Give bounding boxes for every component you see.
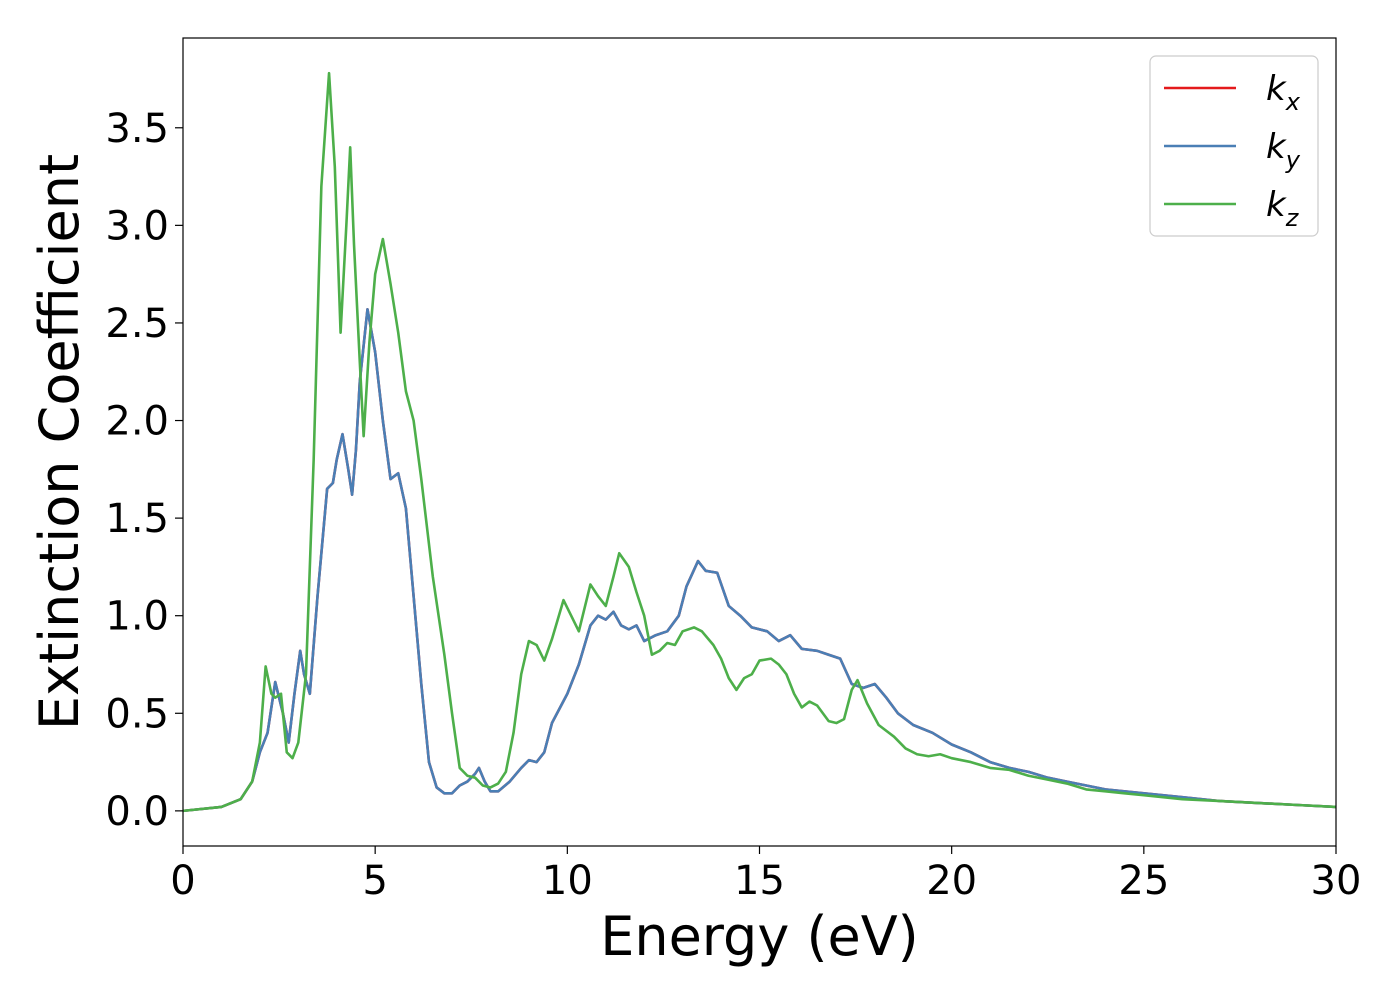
x-tick-label: 0: [170, 858, 195, 904]
y-tick-label: 2.0: [105, 399, 169, 445]
series-line-ky: [183, 307, 1336, 813]
y-axis: 0.0 0.5 1.0 1.5 2.0 2.5 3.0 3.5: [105, 106, 183, 835]
legend-label-kz: kz: [1266, 185, 1300, 232]
x-axis: 0 5 10 15 20 25 30: [170, 846, 1361, 904]
x-axis-label: Energy (eV): [600, 905, 919, 968]
series-line-kz: [183, 71, 1336, 813]
y-tick-label: 1.0: [105, 594, 169, 640]
y-axis-label: Extinction Coefficient: [28, 154, 91, 730]
y-tick-label: 3.5: [105, 106, 169, 152]
y-tick-label: 1.5: [105, 496, 169, 542]
legend-label-kx: kx: [1266, 69, 1301, 116]
x-tick-label: 25: [1118, 858, 1169, 904]
series-layer: [183, 71, 1336, 813]
y-tick-label: 2.5: [105, 301, 169, 347]
x-tick-label: 20: [926, 858, 977, 904]
legend: kx ky kz: [1149, 55, 1319, 237]
x-tick-label: 15: [734, 858, 785, 904]
y-tick-label: 0.0: [105, 789, 169, 835]
y-tick-label: 3.0: [105, 203, 169, 249]
legend-label-ky: ky: [1266, 127, 1301, 174]
y-tick-label: 0.5: [105, 691, 169, 737]
x-tick-label: 10: [542, 858, 593, 904]
x-tick-label: 30: [1311, 858, 1362, 904]
x-tick-label: 5: [362, 858, 387, 904]
